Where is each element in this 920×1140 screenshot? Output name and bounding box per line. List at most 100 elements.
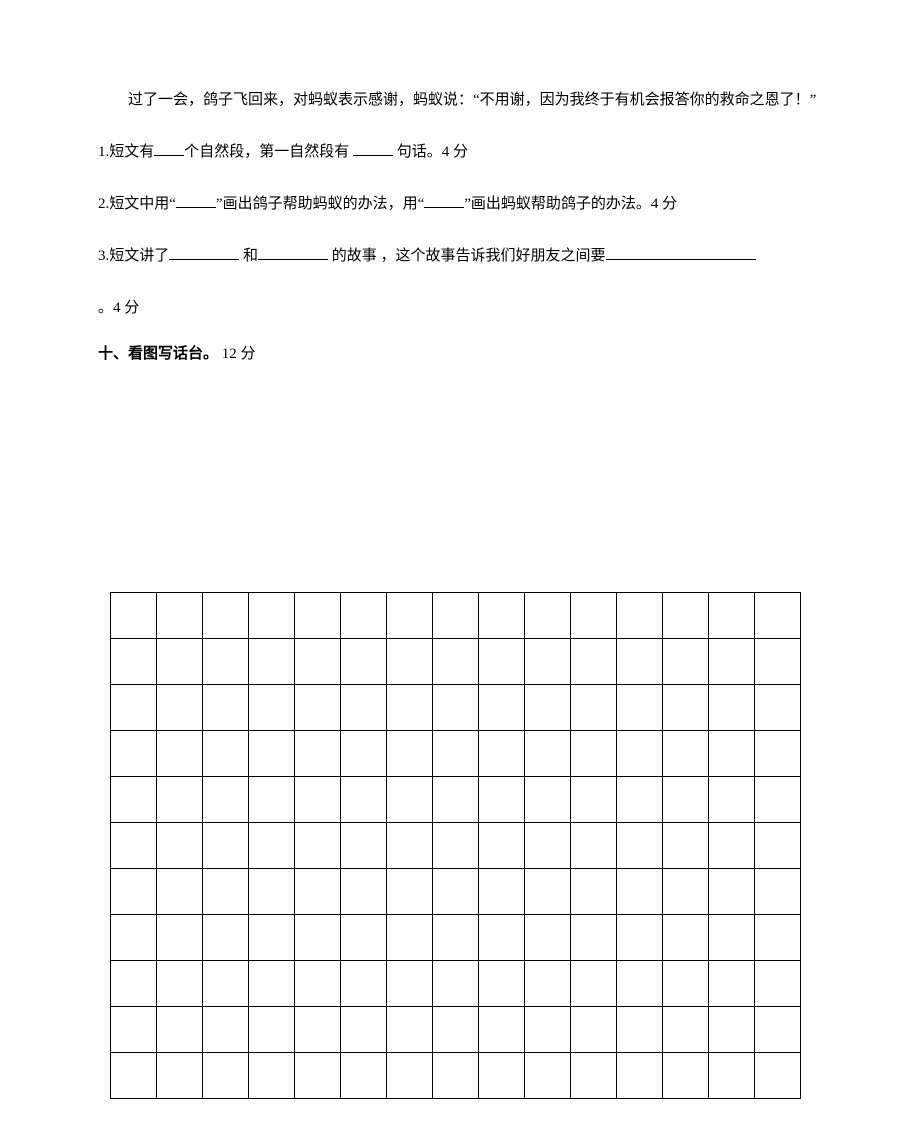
grid-cell[interactable] <box>111 731 157 777</box>
grid-cell[interactable] <box>387 1053 433 1099</box>
grid-cell[interactable] <box>203 961 249 1007</box>
grid-cell[interactable] <box>479 915 525 961</box>
grid-cell[interactable] <box>295 731 341 777</box>
grid-cell[interactable] <box>387 1007 433 1053</box>
grid-cell[interactable] <box>341 1007 387 1053</box>
grid-cell[interactable] <box>341 869 387 915</box>
grid-cell[interactable] <box>571 731 617 777</box>
q3-blank-3[interactable] <box>606 245 756 260</box>
grid-cell[interactable] <box>433 731 479 777</box>
grid-cell[interactable] <box>433 593 479 639</box>
grid-cell[interactable] <box>433 685 479 731</box>
grid-cell[interactable] <box>433 961 479 1007</box>
grid-cell[interactable] <box>295 593 341 639</box>
grid-cell[interactable] <box>341 593 387 639</box>
grid-cell[interactable] <box>479 731 525 777</box>
grid-cell[interactable] <box>617 961 663 1007</box>
grid-cell[interactable] <box>203 1007 249 1053</box>
grid-cell[interactable] <box>387 823 433 869</box>
grid-cell[interactable] <box>617 823 663 869</box>
q2-blank-2[interactable] <box>424 193 464 208</box>
grid-cell[interactable] <box>571 685 617 731</box>
grid-cell[interactable] <box>525 1053 571 1099</box>
grid-cell[interactable] <box>479 869 525 915</box>
grid-cell[interactable] <box>111 1007 157 1053</box>
grid-cell[interactable] <box>525 823 571 869</box>
q1-blank-1[interactable] <box>154 141 184 156</box>
grid-cell[interactable] <box>157 823 203 869</box>
grid-cell[interactable] <box>295 1007 341 1053</box>
q2-blank-1[interactable] <box>176 193 216 208</box>
grid-cell[interactable] <box>387 593 433 639</box>
grid-cell[interactable] <box>157 1007 203 1053</box>
grid-cell[interactable] <box>755 593 801 639</box>
grid-cell[interactable] <box>663 915 709 961</box>
grid-cell[interactable] <box>157 915 203 961</box>
grid-cell[interactable] <box>203 731 249 777</box>
grid-cell[interactable] <box>111 915 157 961</box>
grid-cell[interactable] <box>111 823 157 869</box>
grid-cell[interactable] <box>433 869 479 915</box>
grid-cell[interactable] <box>571 915 617 961</box>
grid-cell[interactable] <box>387 777 433 823</box>
grid-cell[interactable] <box>249 1053 295 1099</box>
grid-cell[interactable] <box>433 639 479 685</box>
grid-cell[interactable] <box>571 869 617 915</box>
grid-cell[interactable] <box>617 1007 663 1053</box>
grid-cell[interactable] <box>111 869 157 915</box>
grid-cell[interactable] <box>295 685 341 731</box>
grid-cell[interactable] <box>663 685 709 731</box>
grid-cell[interactable] <box>617 639 663 685</box>
grid-cell[interactable] <box>525 731 571 777</box>
grid-cell[interactable] <box>249 731 295 777</box>
grid-cell[interactable] <box>479 1007 525 1053</box>
grid-cell[interactable] <box>479 639 525 685</box>
grid-cell[interactable] <box>157 639 203 685</box>
grid-cell[interactable] <box>203 823 249 869</box>
grid-cell[interactable] <box>571 823 617 869</box>
grid-cell[interactable] <box>755 731 801 777</box>
q1-blank-2[interactable] <box>353 141 393 156</box>
grid-cell[interactable] <box>525 961 571 1007</box>
grid-cell[interactable] <box>249 915 295 961</box>
grid-cell[interactable] <box>249 685 295 731</box>
grid-cell[interactable] <box>433 777 479 823</box>
grid-cell[interactable] <box>295 777 341 823</box>
grid-cell[interactable] <box>157 685 203 731</box>
grid-cell[interactable] <box>479 961 525 1007</box>
grid-cell[interactable] <box>663 1053 709 1099</box>
grid-cell[interactable] <box>755 1007 801 1053</box>
grid-cell[interactable] <box>249 823 295 869</box>
grid-cell[interactable] <box>249 869 295 915</box>
grid-cell[interactable] <box>295 961 341 1007</box>
grid-cell[interactable] <box>663 869 709 915</box>
writing-grid[interactable] <box>110 592 830 1099</box>
grid-cell[interactable] <box>157 961 203 1007</box>
grid-cell[interactable] <box>709 777 755 823</box>
grid-cell[interactable] <box>203 915 249 961</box>
grid-cell[interactable] <box>249 777 295 823</box>
grid-cell[interactable] <box>525 1007 571 1053</box>
grid-cell[interactable] <box>755 685 801 731</box>
grid-cell[interactable] <box>249 593 295 639</box>
grid-cell[interactable] <box>755 915 801 961</box>
grid-cell[interactable] <box>249 1007 295 1053</box>
grid-cell[interactable] <box>111 777 157 823</box>
grid-cell[interactable] <box>709 593 755 639</box>
grid-cell[interactable] <box>341 915 387 961</box>
grid-cell[interactable] <box>111 961 157 1007</box>
grid-cell[interactable] <box>709 731 755 777</box>
grid-cell[interactable] <box>111 1053 157 1099</box>
grid-cell[interactable] <box>663 1007 709 1053</box>
grid-cell[interactable] <box>433 1053 479 1099</box>
grid-cell[interactable] <box>709 869 755 915</box>
grid-cell[interactable] <box>111 685 157 731</box>
grid-cell[interactable] <box>755 777 801 823</box>
grid-cell[interactable] <box>525 777 571 823</box>
grid-cell[interactable] <box>295 869 341 915</box>
grid-cell[interactable] <box>617 1053 663 1099</box>
grid-cell[interactable] <box>709 823 755 869</box>
grid-cell[interactable] <box>203 777 249 823</box>
grid-cell[interactable] <box>525 593 571 639</box>
grid-cell[interactable] <box>709 915 755 961</box>
